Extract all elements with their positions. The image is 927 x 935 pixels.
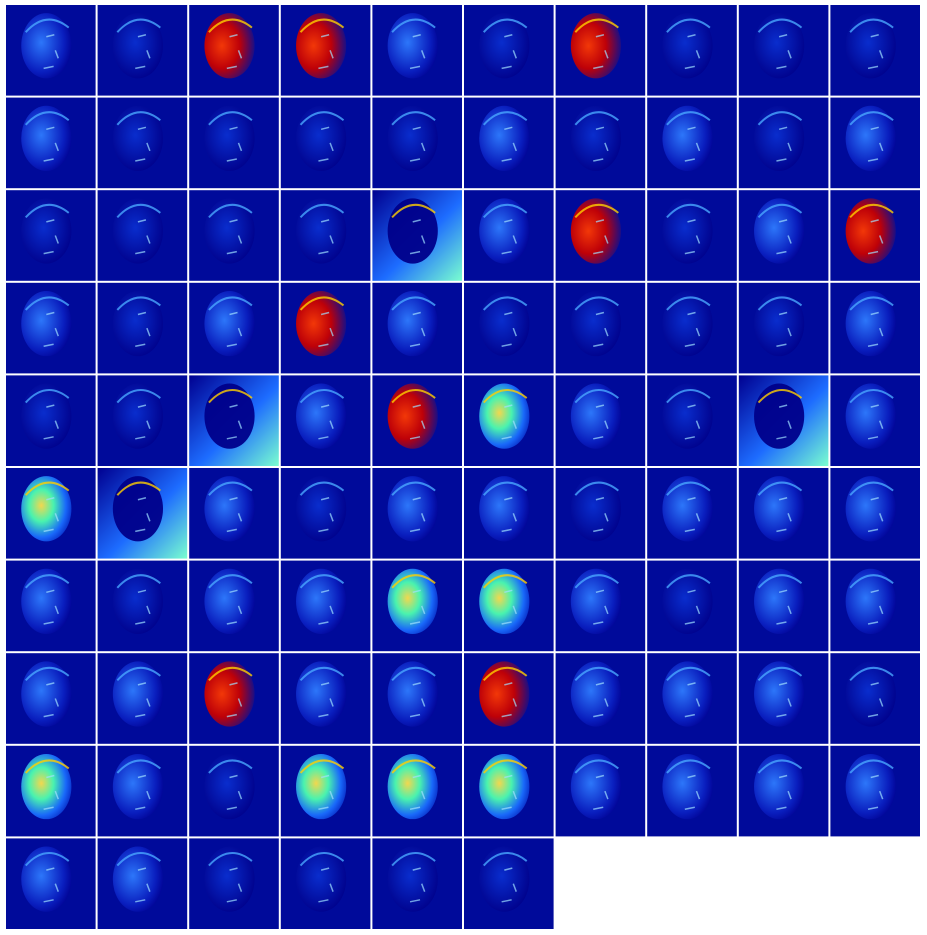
feature-map — [830, 283, 920, 374]
feature-map — [556, 98, 646, 189]
feature-map — [464, 561, 554, 652]
feature-map — [739, 561, 829, 652]
feature-map — [830, 561, 920, 652]
feature-map — [372, 98, 462, 189]
page: (() => { const data = JSON.parse(documen… — [0, 0, 927, 935]
feature-map — [98, 561, 188, 652]
feature-map — [189, 98, 279, 189]
feature-map — [739, 283, 829, 374]
feature-map — [464, 98, 554, 189]
feature-map — [372, 375, 462, 466]
feature-map — [98, 190, 188, 281]
feature-map — [647, 746, 737, 837]
feature-map — [281, 561, 371, 652]
feature-map — [189, 468, 279, 559]
feature-map — [464, 746, 554, 837]
feature-map — [372, 746, 462, 837]
feature-map — [739, 375, 829, 466]
feature-map — [98, 375, 188, 466]
feature-map — [464, 283, 554, 374]
feature-map — [464, 838, 554, 929]
feature-map — [647, 653, 737, 744]
feature-map — [98, 468, 188, 559]
feature-map-grid — [0, 0, 927, 935]
feature-map — [189, 653, 279, 744]
feature-map — [281, 468, 371, 559]
feature-map — [6, 838, 96, 929]
feature-map — [98, 653, 188, 744]
feature-map — [6, 468, 96, 559]
feature-map — [189, 283, 279, 374]
feature-map — [830, 746, 920, 837]
feature-map — [98, 838, 188, 929]
feature-map — [556, 190, 646, 281]
feature-map — [830, 653, 920, 744]
feature-map — [281, 375, 371, 466]
feature-map — [281, 838, 371, 929]
feature-map — [556, 468, 646, 559]
feature-map — [6, 98, 96, 189]
feature-map — [189, 190, 279, 281]
feature-map — [98, 746, 188, 837]
feature-map — [98, 5, 188, 96]
feature-map — [464, 468, 554, 559]
feature-map — [372, 190, 462, 281]
feature-map — [556, 375, 646, 466]
feature-map — [739, 653, 829, 744]
feature-map — [464, 375, 554, 466]
feature-map — [98, 98, 188, 189]
feature-map — [281, 190, 371, 281]
feature-map — [464, 5, 554, 96]
feature-map — [739, 746, 829, 837]
feature-map — [647, 375, 737, 466]
feature-map — [372, 5, 462, 96]
feature-map — [281, 653, 371, 744]
feature-map — [556, 561, 646, 652]
feature-map — [647, 283, 737, 374]
feature-map — [6, 283, 96, 374]
feature-map — [647, 561, 737, 652]
feature-map — [830, 5, 920, 96]
feature-map — [556, 746, 646, 837]
feature-map — [189, 375, 279, 466]
feature-map — [98, 283, 188, 374]
feature-map — [189, 838, 279, 929]
feature-map — [739, 468, 829, 559]
feature-map — [464, 190, 554, 281]
feature-map — [189, 746, 279, 837]
feature-map — [281, 283, 371, 374]
feature-map — [739, 5, 829, 96]
feature-map — [6, 5, 96, 96]
feature-map — [6, 653, 96, 744]
feature-map — [281, 746, 371, 837]
feature-map — [647, 190, 737, 281]
feature-map — [556, 5, 646, 96]
feature-map — [830, 375, 920, 466]
feature-map — [830, 468, 920, 559]
feature-map — [830, 190, 920, 281]
feature-map — [6, 746, 96, 837]
feature-map — [647, 468, 737, 559]
feature-map — [830, 98, 920, 189]
feature-map — [464, 653, 554, 744]
feature-map — [6, 561, 96, 652]
feature-map — [739, 98, 829, 189]
feature-map — [556, 653, 646, 744]
feature-map — [189, 5, 279, 96]
feature-map — [647, 5, 737, 96]
feature-map — [372, 561, 462, 652]
feature-map — [6, 190, 96, 281]
feature-map — [372, 653, 462, 744]
feature-map — [281, 98, 371, 189]
feature-map — [372, 468, 462, 559]
feature-map — [556, 283, 646, 374]
feature-map — [372, 283, 462, 374]
feature-map — [647, 98, 737, 189]
feature-map — [281, 5, 371, 96]
feature-map — [189, 561, 279, 652]
feature-map — [739, 190, 829, 281]
feature-map — [6, 375, 96, 466]
feature-map — [372, 838, 462, 929]
